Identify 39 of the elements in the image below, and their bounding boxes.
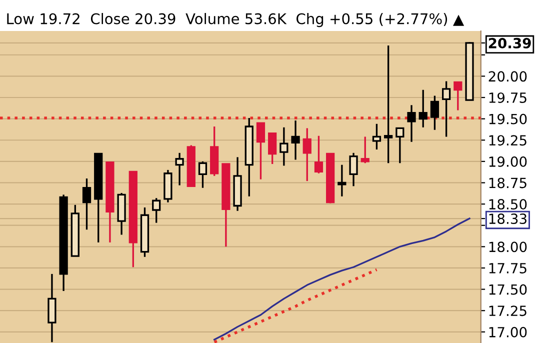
y-tick-label: 17.00 — [489, 326, 527, 338]
candlestick — [418, 88, 428, 128]
y-tick-label: 19.25 — [489, 135, 526, 146]
candlestick — [442, 80, 451, 138]
candlestick — [198, 160, 208, 189]
candlestick — [256, 122, 266, 180]
y-tick-label: 17.25 — [489, 306, 526, 316]
y-tick-label: 19.00 — [489, 156, 527, 167]
y-tick-label: 17.50 — [489, 284, 527, 295]
candlestick — [430, 94, 440, 131]
y-tick-label: 19.75 — [489, 92, 526, 103]
candlestick — [407, 104, 416, 143]
candlestick — [152, 197, 161, 224]
candlestick — [280, 126, 288, 167]
line-series — [214, 218, 470, 340]
candlestick — [360, 136, 370, 164]
line-series — [212, 268, 378, 343]
candlestick — [314, 135, 324, 174]
y-tick-label: 20.39 — [488, 38, 531, 48]
candlestick — [349, 152, 358, 187]
candlestick — [175, 152, 184, 186]
candlestick — [268, 132, 277, 165]
candlestick — [302, 127, 312, 182]
y-tick-label: 18.33 — [489, 214, 526, 224]
candlestick — [82, 178, 92, 230]
y-tick-label: 20.00 — [488, 71, 527, 82]
candlestick — [48, 273, 56, 343]
y-tick-label: 18.50 — [489, 199, 527, 210]
candlestick — [291, 120, 300, 161]
candlestick — [454, 81, 462, 112]
chart-title: Low 19.72 Close 20.39 Volume 53.6K Chg +0.55 (+2.77%) ▲ — [7, 12, 464, 28]
candlestick — [396, 127, 404, 164]
y-tick-label: 18.00 — [489, 242, 527, 252]
y-tick-label: 17.75 — [489, 263, 526, 274]
candlestick — [338, 164, 346, 198]
candlestick — [384, 44, 393, 164]
y-tick-label: 19.50 — [489, 114, 527, 124]
candlestick — [372, 123, 382, 150]
y-tick-label: 18.75 — [489, 178, 526, 188]
